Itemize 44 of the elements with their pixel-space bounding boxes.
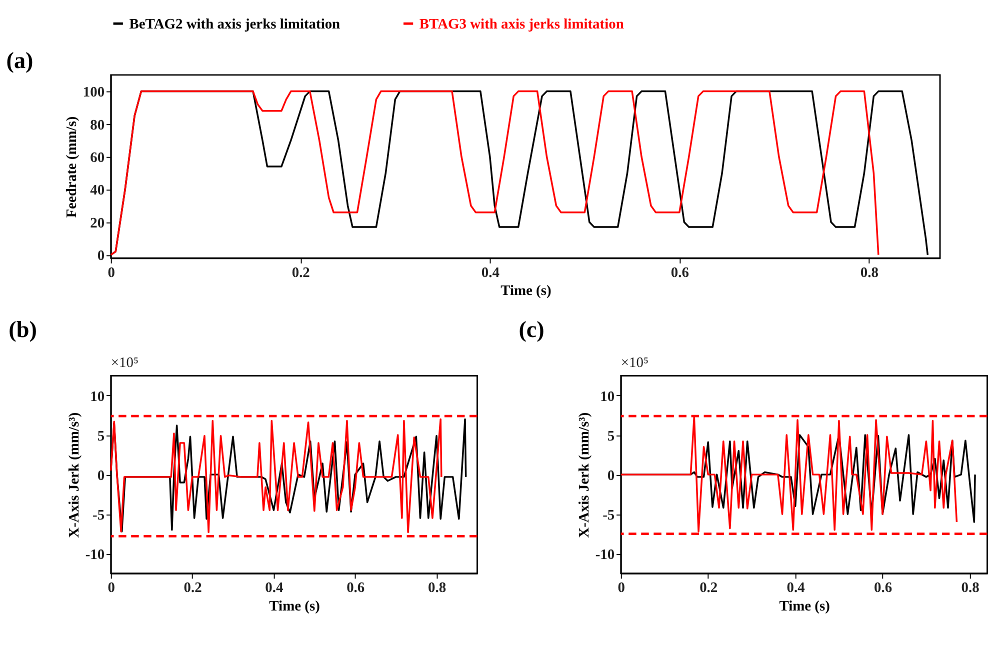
y-tick-label: -5: [92, 507, 105, 524]
y-axis-title: Feedrate (mm/s): [64, 116, 80, 218]
x-tick-label: 0.6: [874, 580, 892, 596]
y-axis-title: X-Axis Jerk (mm/s³): [576, 412, 593, 538]
y-axis-title: X-Axis Jerk (mm/s³): [66, 412, 83, 538]
x-tick-label: 0: [108, 580, 115, 596]
x-tick-label: 0.6: [670, 264, 689, 281]
x-axis-title: Time (s): [269, 598, 320, 614]
y-tick-label: 60: [90, 150, 105, 166]
text: ×10⁵: [110, 355, 139, 372]
x-tick-label: 0.8: [961, 580, 980, 596]
y-tick-label: -10: [595, 546, 615, 563]
chart-title: (b): [8, 317, 37, 344]
legend-label: BTAG3 with axis jerks limitation: [419, 16, 624, 32]
x-tick-label: 0.2: [292, 264, 310, 281]
x-tick-label: 0.6: [346, 580, 365, 596]
x-axis-title: Time (s): [500, 283, 552, 300]
chart-title: (c): [518, 317, 544, 344]
x-tick-label: 0: [108, 264, 115, 281]
x-tick-label: 0.8: [860, 264, 878, 281]
x-tick-label: 0.4: [786, 580, 805, 596]
x-axis-title: Time (s): [779, 598, 830, 614]
x-tick-label: 0.4: [265, 580, 284, 596]
x-tick-label: 0.2: [184, 580, 202, 596]
x-tick-label: 0.2: [700, 580, 718, 596]
x-tick-label: 0: [618, 580, 625, 596]
y-tick-label: 0: [97, 468, 105, 484]
y-tick-label: 0: [97, 248, 105, 264]
y-tick-label: 10: [90, 388, 105, 405]
x-tick-label: 0.4: [481, 264, 500, 281]
y-tick-label: 80: [90, 117, 105, 134]
y-tick-label: -10: [85, 546, 105, 563]
y-tick-label: 0: [607, 468, 615, 484]
y-tick-label: 5: [97, 428, 105, 444]
y-tick-label: 100: [82, 84, 105, 101]
y-tick-label: 20: [90, 215, 105, 232]
y-tick-label: 40: [90, 182, 105, 199]
y-tick-label: 5: [607, 428, 615, 444]
text: ×10⁵: [620, 355, 649, 372]
chart-title: (a): [6, 48, 34, 74]
y-tick-label: 10: [600, 388, 615, 405]
y-tick-label: -5: [602, 507, 615, 524]
x-tick-label: 0.8: [428, 580, 446, 596]
legend-label: BeTAG2 with axis jerks limitation: [129, 16, 340, 32]
